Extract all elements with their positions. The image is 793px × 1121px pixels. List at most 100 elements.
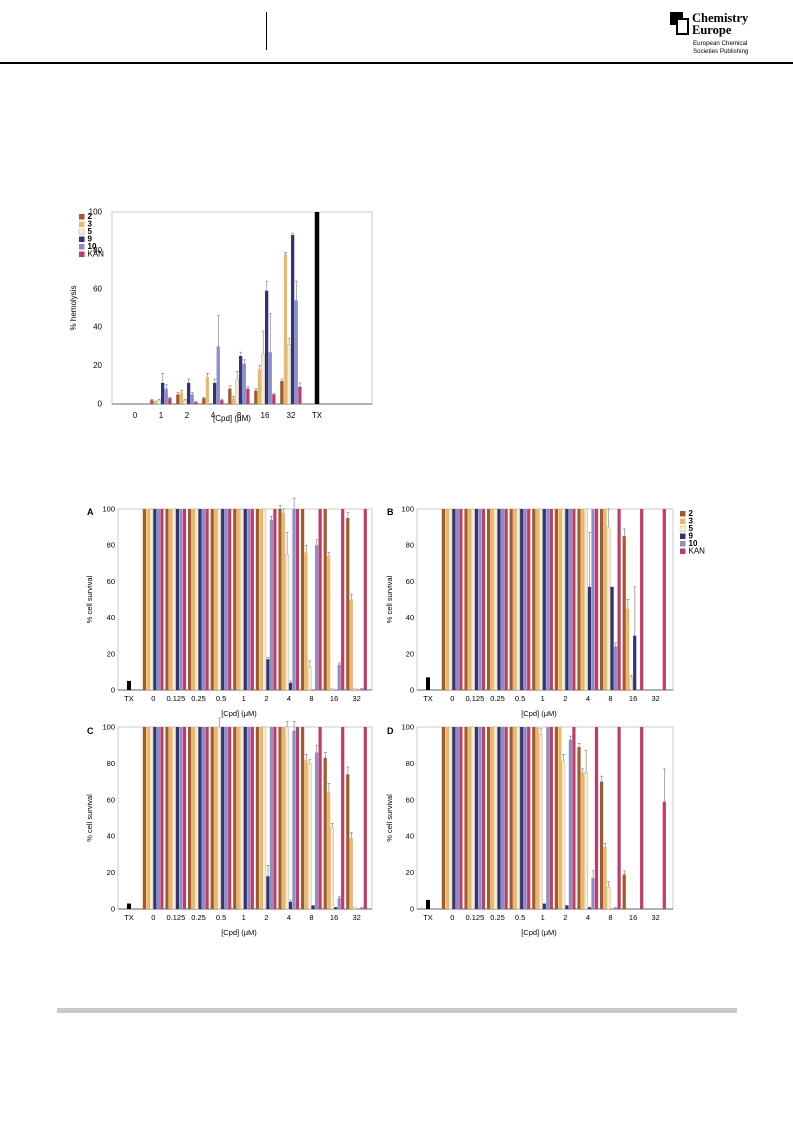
header-rule	[0, 62, 793, 64]
y-tick-label: 20	[406, 649, 414, 658]
legend-label: 5	[689, 524, 694, 533]
bar-series-5	[330, 687, 335, 691]
bar-series-10	[546, 509, 550, 690]
bar-series-9	[633, 635, 637, 690]
x-tick-label: 32	[652, 913, 660, 922]
bar-series-5	[157, 399, 161, 405]
bar-series-KAN	[459, 727, 463, 909]
bar-series-10	[190, 394, 194, 404]
bar-series-2	[150, 400, 154, 404]
legend-label: 5	[88, 227, 93, 236]
bar-series-2	[188, 509, 192, 690]
bar-series-9	[266, 876, 270, 909]
y-axis-label: % cell survival	[85, 575, 94, 623]
bar-series-3	[231, 398, 236, 404]
bar-series-2	[255, 509, 259, 690]
y-tick-label: 0	[111, 686, 115, 695]
bar-series-KAN	[250, 727, 254, 909]
bar-series-5	[606, 526, 611, 691]
bar-series-3	[281, 512, 286, 690]
bar-series-5	[287, 344, 291, 405]
legend-swatch-3	[79, 221, 85, 227]
x-tick-label: 4	[287, 694, 291, 703]
bar-series-10	[455, 727, 459, 909]
bar-series-9	[587, 586, 592, 690]
bar-series-2	[233, 727, 237, 909]
bar-series-3	[490, 727, 494, 909]
bar-series-9	[198, 509, 202, 690]
x-tick-label: 8	[237, 411, 242, 420]
chart-panel-d: 0 20 40 60 80 100 % cell survival TX 0 0.125 0.25 0…	[385, 723, 674, 937]
bar-series-9	[520, 509, 524, 690]
x-tick-label: TX	[124, 694, 134, 703]
bar-series-5	[353, 906, 357, 910]
bar-series-5	[516, 726, 520, 910]
bar-series-10	[269, 727, 273, 909]
x-axis-label: [Cpd] (μM)	[221, 928, 257, 937]
bar-series-9	[497, 727, 501, 909]
bar-series-3	[304, 552, 308, 690]
x-tick-label: 1	[159, 411, 164, 420]
bar-series-3	[603, 847, 607, 909]
x-tick-label: 0.5	[515, 913, 525, 922]
bar-series-KAN	[295, 727, 300, 909]
bar-series-2	[188, 727, 192, 909]
bar-series-5	[239, 508, 244, 691]
x-tick-label: 0.125	[466, 913, 485, 922]
bar-series-10	[247, 509, 251, 690]
y-tick-label: 60	[107, 795, 115, 804]
bar-series-10	[268, 352, 272, 404]
bar-series-2	[210, 509, 214, 690]
bar-series-5	[493, 508, 498, 691]
bar-series-3	[214, 509, 218, 690]
bar-series-5	[194, 726, 199, 910]
panel-label: A	[87, 507, 94, 517]
bar-series-2	[176, 394, 180, 404]
legend-swatch-10	[680, 541, 686, 547]
bar-series-2	[254, 390, 258, 404]
bar-series-9	[311, 905, 315, 909]
bar-series-2	[509, 509, 513, 690]
bar-series-9	[288, 901, 293, 909]
x-tick-label: 2	[264, 913, 268, 922]
legend-label: 2	[88, 212, 93, 221]
bar-series-10	[568, 509, 572, 690]
x-tick-label: 16	[629, 913, 637, 922]
x-tick-label: 2	[563, 913, 567, 922]
bar-series-5	[584, 772, 588, 910]
bar-series-9	[474, 509, 479, 690]
y-tick-label: 80	[93, 246, 102, 255]
bar-series-5	[307, 666, 312, 691]
bar-series-5	[539, 508, 543, 691]
chemistry-europe-logo-icon	[670, 12, 690, 38]
bar-series-2	[554, 727, 558, 909]
y-tick-label: 100	[89, 208, 103, 217]
y-tick-label: 20	[107, 649, 115, 658]
chart-panel-a: 0 20 40 60 80 100 % cell survival TX 0 0.125 0.25 0…	[85, 497, 373, 718]
bar-series-KAN	[363, 727, 367, 909]
bar-series-3	[214, 727, 218, 909]
x-axis-label: [Cpd] (μM)	[521, 709, 557, 718]
bar-series-3	[236, 727, 240, 909]
bar-series-10	[294, 300, 298, 404]
bar-series-10	[501, 727, 505, 909]
bar-series-9	[497, 509, 501, 690]
bar-series-2	[165, 727, 169, 909]
control-bar-tx	[426, 899, 430, 909]
bar-series-9	[542, 509, 546, 690]
bar-series-KAN	[273, 727, 277, 909]
bar-series-5	[239, 726, 244, 910]
x-tick-label: 8	[309, 694, 313, 703]
x-tick-label: 0	[450, 694, 454, 703]
bar-series-KAN	[527, 509, 531, 690]
y-tick-label: 0	[410, 905, 414, 914]
bar-series-10	[501, 509, 505, 690]
bar-series-2	[487, 727, 491, 909]
bar-series-KAN	[617, 727, 621, 909]
bar-series-9	[334, 907, 338, 909]
legend-label: KAN	[88, 250, 105, 259]
bar-series-10	[179, 509, 183, 690]
bar-series-KAN	[572, 727, 576, 909]
bar-series-9	[239, 356, 243, 404]
